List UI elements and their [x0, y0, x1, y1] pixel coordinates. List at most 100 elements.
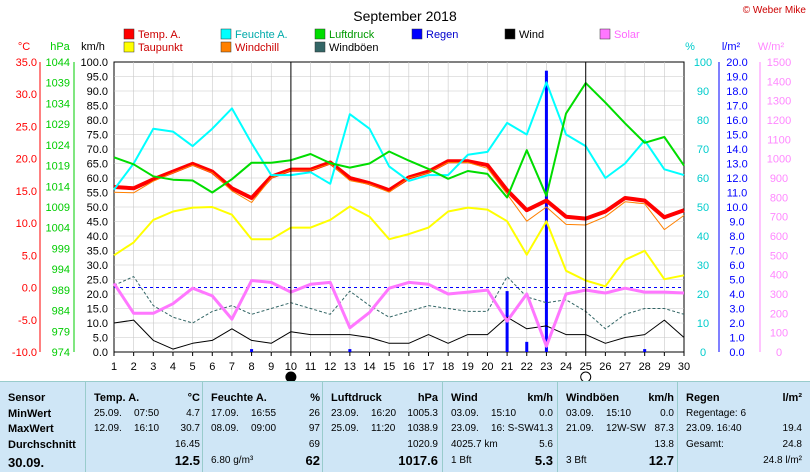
- new-moon-icon: [285, 371, 297, 381]
- rain-axis-tick-label: 7.0: [729, 246, 744, 258]
- humidity-axis-tick-label: 20: [697, 289, 709, 301]
- rain-axis-tick-label: 1.0: [729, 333, 744, 345]
- table-cell-press: 23.09.: [331, 408, 359, 419]
- table-header-rain: Regen: [686, 392, 720, 404]
- series-line-windchill: [113, 162, 685, 231]
- rain-axis-tick-label: 4.0: [729, 289, 744, 301]
- rain-bar: [643, 349, 647, 352]
- x-tick-label: 13: [344, 361, 356, 373]
- chart-legend: Temp. A. Feuchte A. Luftdruck Regen Wind Sola…: [123, 28, 640, 54]
- legend-swatch: [314, 28, 326, 40]
- rain-bar: [250, 349, 254, 352]
- table-header-gust: Windböen: [566, 392, 620, 404]
- solar-axis-tick-label: 800: [770, 192, 788, 204]
- table-cell-hum: 09:00: [251, 423, 277, 434]
- solar-axis-tick-label: 400: [770, 270, 788, 282]
- x-tick-label: 28: [639, 361, 651, 373]
- wind-axis-tick-label: 50.0: [87, 202, 108, 214]
- x-tick-label: 10: [285, 361, 297, 373]
- table-row-label: MinWert: [8, 408, 52, 420]
- x-tick-label: 3: [150, 361, 156, 373]
- pressure-axis-tick-label: 1044: [46, 57, 70, 69]
- weather-chart: September 2018 © Weber Mike Temp. A. Feuc…: [12, 5, 806, 381]
- series-line-feuchte-a-: [113, 81, 685, 191]
- x-tick-label: 4: [170, 361, 176, 373]
- table-cell-wind: 41.3: [533, 423, 553, 434]
- pressure-axis-tick-label: 994: [52, 264, 70, 276]
- legend-label: Temp. A.: [138, 29, 181, 41]
- table-cell-rain: 23.09. 16:40: [686, 423, 742, 434]
- x-tick-label: 18: [442, 361, 454, 373]
- table-cell-wind: 03.09.: [451, 408, 479, 419]
- wind-axis-unit: km/h: [81, 41, 105, 53]
- rain-axis-tick-label: 6.0: [729, 260, 744, 272]
- solar-axis-tick-label: 600: [770, 231, 788, 243]
- wind-axis-tick-label: 70.0: [87, 144, 108, 156]
- table-cell-rain: 19.4: [782, 423, 802, 434]
- solar-axis-unit: W/m²: [758, 41, 785, 53]
- table-row-label: Durchschnitt: [8, 439, 76, 451]
- humidity-axis-tick-label: 50: [697, 202, 709, 214]
- x-tick-label: 30: [678, 361, 690, 373]
- x-tick-label: 23: [540, 361, 552, 373]
- table-cell-temp: 30.7: [180, 423, 200, 434]
- legend-label: Solar: [614, 29, 640, 41]
- table-header-temp: Temp. A.: [94, 392, 140, 404]
- solar-axis-tick-label: 100: [770, 328, 788, 340]
- table-footer-left-hum: 6.80 g/m³: [211, 455, 254, 466]
- table-cell-temp: 4.7: [186, 408, 200, 419]
- x-axis: 1 2 3 4 5 6 7 8 9 10 11 12 13 14 15 16 17 18 19 20 21 22 23 24 2…: [111, 352, 690, 373]
- table-cell-gust: 15:10: [606, 408, 632, 419]
- rain-axis-tick-label: 12.0: [726, 173, 747, 185]
- rain-axis-tick-label: 16.0: [726, 115, 747, 127]
- summary-table: Sensor MinWert MaxWert Durchschnitt 30.09. Te…: [0, 381, 810, 472]
- table-header-hum: Feuchte A.: [211, 392, 267, 404]
- table-cell-gust: 12W-SW: [606, 423, 646, 434]
- solar-axis-tick-label: 1200: [767, 115, 791, 127]
- right-axes: 100908070605040302010020.019.018.017.016…: [694, 57, 791, 359]
- table-cell-gust: 03.09.: [566, 408, 594, 419]
- table-row-label: MaxWert: [8, 423, 54, 435]
- table-cell-wind: 23.09.: [451, 423, 479, 434]
- table-cell-rain: Regentage: 6: [686, 408, 747, 419]
- wind-axis-tick-label: 35.0: [87, 246, 108, 258]
- rain-axis-tick-label: 20.0: [726, 57, 747, 69]
- moon-phases: [285, 62, 592, 381]
- humidity-axis-tick-label: 30: [697, 260, 709, 272]
- rain-axis-tick-label: 13.0: [726, 159, 747, 171]
- solar-axis-tick-label: 200: [770, 308, 788, 320]
- table-cell-press: 11:20: [371, 423, 396, 434]
- x-tick-label: 22: [521, 361, 533, 373]
- x-tick-label: 2: [131, 361, 137, 373]
- table-divider: [322, 382, 323, 472]
- table-cell-gust: 13.8: [654, 439, 674, 450]
- legend-swatch: [411, 28, 423, 40]
- pressure-axis-tick-label: 1039: [46, 78, 70, 90]
- wind-axis-tick-label: 5.0: [93, 333, 108, 345]
- rain-axis-tick-label: 18.0: [726, 86, 747, 98]
- legend-swatch: [599, 28, 611, 40]
- x-tick-label: 19: [462, 361, 474, 373]
- table-divider: [85, 382, 86, 472]
- series-line-luftdruck: [113, 82, 685, 199]
- legend-label: Luftdruck: [329, 29, 375, 41]
- temp-axis-tick-label: 15.0: [16, 186, 37, 198]
- table-header-wind: Wind: [451, 392, 478, 404]
- table-cell-hum: 17.09.: [211, 408, 239, 419]
- temp-axis-tick-label: 25.0: [16, 121, 37, 133]
- x-tick-label: 16: [403, 361, 415, 373]
- table-footer-date: 30.09.: [8, 455, 45, 470]
- table-cell-temp: 07:50: [134, 408, 160, 419]
- pressure-axis-tick-label: 979: [52, 326, 70, 338]
- x-tick-label: 29: [658, 361, 670, 373]
- table-cell-rain: Gesamt:: [686, 439, 724, 450]
- rain-axis-tick-label: 9.0: [729, 217, 744, 229]
- humidity-axis-tick-label: 0: [700, 347, 706, 359]
- table-footer-rain: 24.8 l/m²: [763, 455, 802, 466]
- table-cell-wind: 4025.7 km: [451, 439, 498, 450]
- solar-axis-tick-label: 900: [770, 173, 788, 185]
- wind-axis-tick-label: 40.0: [87, 231, 108, 243]
- series-lines: [112, 81, 685, 350]
- series-line-temp-a-: [113, 159, 685, 221]
- table-header-sensor: Sensor: [8, 392, 46, 404]
